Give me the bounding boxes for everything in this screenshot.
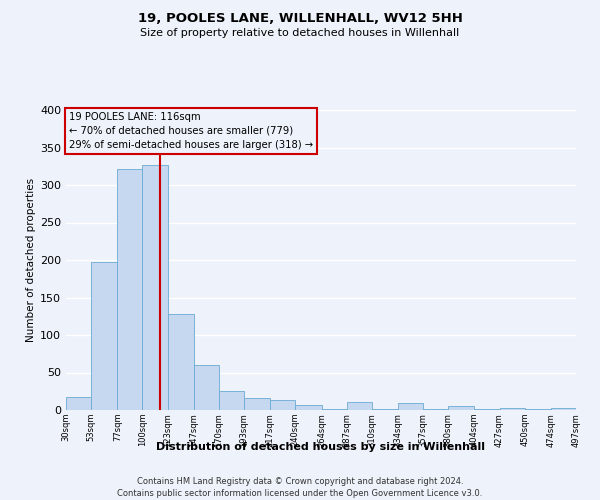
Text: Distribution of detached houses by size in Willenhall: Distribution of detached houses by size … bbox=[157, 442, 485, 452]
Bar bbox=[194, 365, 219, 410]
Bar bbox=[398, 402, 423, 410]
Bar bbox=[423, 409, 448, 410]
Bar bbox=[118, 169, 142, 410]
Text: Size of property relative to detached houses in Willenhall: Size of property relative to detached ho… bbox=[140, 28, 460, 38]
Text: 19 POOLES LANE: 116sqm
← 70% of detached houses are smaller (779)
29% of semi-de: 19 POOLES LANE: 116sqm ← 70% of detached… bbox=[69, 112, 313, 150]
Text: Contains HM Land Registry data © Crown copyright and database right 2024.: Contains HM Land Registry data © Crown c… bbox=[137, 478, 463, 486]
Bar bbox=[91, 262, 118, 410]
Bar bbox=[244, 398, 270, 410]
Text: Contains public sector information licensed under the Open Government Licence v3: Contains public sector information licen… bbox=[118, 489, 482, 498]
Text: 19, POOLES LANE, WILLENHALL, WV12 5HH: 19, POOLES LANE, WILLENHALL, WV12 5HH bbox=[137, 12, 463, 26]
Bar bbox=[295, 405, 322, 410]
Y-axis label: Number of detached properties: Number of detached properties bbox=[26, 178, 36, 342]
Bar bbox=[270, 400, 295, 410]
Bar bbox=[142, 165, 167, 410]
Bar bbox=[448, 406, 475, 410]
Bar bbox=[524, 409, 551, 410]
Bar bbox=[322, 409, 347, 410]
Bar bbox=[66, 396, 91, 410]
Bar bbox=[219, 391, 244, 410]
Bar bbox=[347, 402, 372, 410]
Bar bbox=[372, 409, 398, 410]
Bar bbox=[475, 409, 500, 410]
Bar bbox=[167, 314, 194, 410]
Bar bbox=[551, 408, 576, 410]
Bar bbox=[500, 408, 524, 410]
